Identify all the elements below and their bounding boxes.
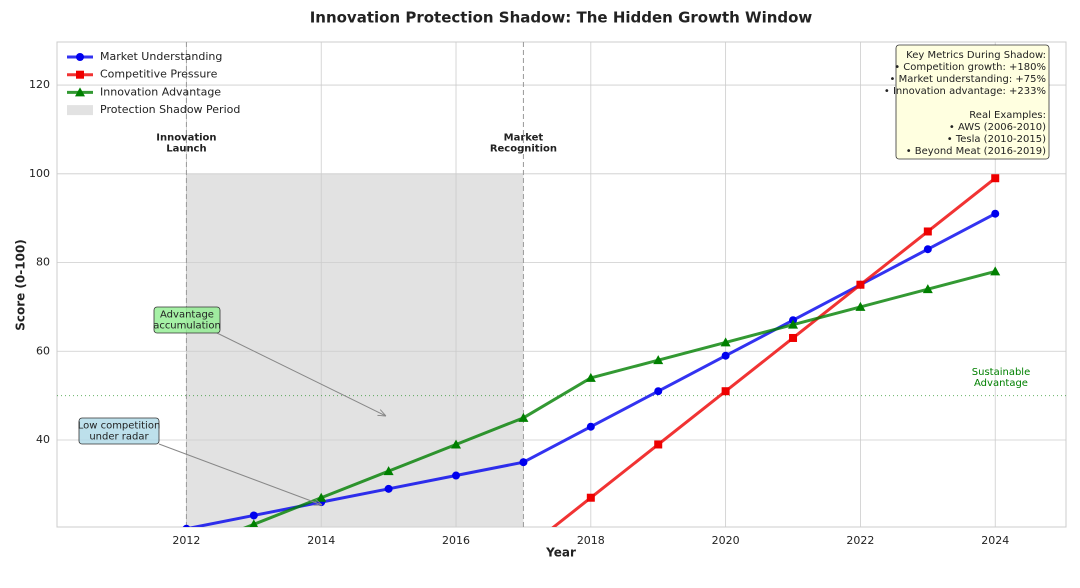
info-title: Real Examples:: [969, 110, 1046, 121]
info-item: • Innovation advantage: +233%: [884, 86, 1046, 97]
annotation-text: Advantage accumulation: [153, 310, 221, 332]
annotation-arrow: [158, 443, 322, 505]
chart-title: Innovation Protection Shadow: The Hidden…: [310, 9, 813, 27]
info-item: • Competition growth: +180%: [894, 62, 1046, 73]
info-item: • AWS (2006-2010): [949, 122, 1046, 133]
data-point: [586, 493, 595, 502]
x-tick-label: 2020: [712, 534, 740, 547]
data-point: [654, 387, 663, 396]
y-tick-label: 80: [36, 256, 50, 269]
y-tick-label: 120: [29, 78, 50, 91]
legend-label: Market Understanding: [100, 50, 222, 63]
info-box: [895, 44, 1050, 160]
event-label: Market Recognition: [490, 133, 557, 155]
data-point: [856, 280, 865, 289]
x-tick-label: 2014: [307, 534, 335, 547]
data-point: [249, 511, 258, 520]
plot-layer: [57, 42, 1066, 555]
data-point: [519, 547, 527, 555]
info-title: Key Metrics During Shadow:: [906, 50, 1046, 61]
legend-label: Protection Shadow Period: [100, 103, 240, 116]
y-tick-label: 40: [36, 433, 50, 446]
shadow-region: [186, 173, 524, 527]
data-point: [721, 351, 730, 360]
x-axis-label: Year: [545, 546, 576, 560]
reference-label: Sustainable Advantage: [972, 367, 1030, 389]
data-point: [789, 333, 798, 342]
data-point: [653, 355, 664, 365]
y-tick-label: 60: [36, 344, 50, 357]
x-tick-label: 2016: [442, 534, 470, 547]
legend-marker: [76, 53, 84, 61]
data-point: [990, 266, 1001, 276]
x-tick-label: 2012: [172, 534, 200, 547]
data-point: [788, 319, 799, 329]
data-point: [181, 546, 191, 555]
data-point: [384, 484, 393, 493]
data-point: [518, 412, 529, 422]
data-point: [923, 245, 932, 254]
data-point: [452, 471, 461, 480]
x-tick-label: 2022: [846, 534, 874, 547]
y-tick-label: 100: [29, 167, 50, 180]
data-point: [586, 422, 595, 431]
info-item: • Beyond Meat (2016-2019): [906, 146, 1046, 157]
legend-label: Innovation Advantage: [100, 85, 221, 98]
legend-label: Competitive Pressure: [100, 68, 218, 81]
data-point: [451, 439, 462, 449]
annotation-box: [78, 417, 160, 445]
data-point: [923, 227, 932, 236]
annotation-arrow: [216, 332, 386, 416]
data-point: [585, 372, 596, 382]
data-point: [721, 387, 730, 396]
info-item: • Tesla (2010-2015): [947, 134, 1046, 145]
data-point: [922, 284, 933, 294]
data-point: [383, 466, 394, 476]
legend-swatch: [67, 105, 93, 116]
legend-marker: [76, 70, 84, 79]
data-point: [720, 337, 731, 347]
legend-marker: [75, 87, 85, 97]
data-point: [855, 301, 866, 311]
data-point: [182, 524, 190, 527]
data-point: [519, 458, 528, 467]
x-tick-label: 2024: [981, 534, 1009, 547]
data-point: [991, 174, 1000, 183]
y-axis-label: Score (0-100): [14, 239, 28, 331]
annotation-text: Low competition under radar: [78, 421, 161, 443]
annotation-box: [153, 306, 221, 334]
series-line: [551, 177, 997, 527]
data-point: [991, 209, 1000, 218]
event-label: Innovation Launch: [156, 133, 216, 155]
info-item: • Market understanding: +75%: [890, 74, 1046, 85]
x-tick-label: 2018: [577, 534, 605, 547]
data-point: [654, 440, 663, 449]
data-point: [249, 519, 259, 527]
